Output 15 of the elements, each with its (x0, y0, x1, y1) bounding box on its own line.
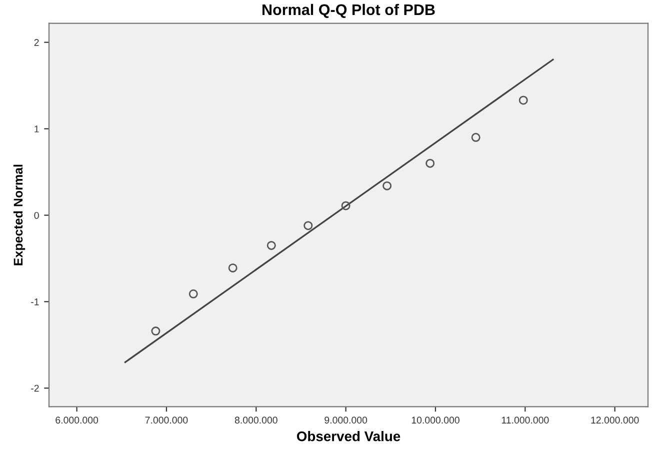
x-tick-label: 8.000.000 (234, 416, 278, 424)
y-tick-label: 0 (34, 212, 39, 219)
y-tick-label: -2 (31, 384, 39, 392)
x-tick-label: 6.000.000 (56, 416, 98, 424)
y-tick-label: -1 (31, 298, 39, 306)
x-tick-label: 11.000.000 (502, 416, 549, 424)
y-tick-label: 2 (34, 39, 39, 46)
y-axis-title: Expected Normal (13, 164, 26, 266)
x-axis-title: Observed Value (296, 431, 400, 442)
x-tick-label: 12.000.000 (591, 416, 639, 424)
x-tick-label: 7.000.000 (145, 416, 188, 424)
x-tick-label: 10.000.000 (412, 416, 460, 424)
x-tick-label: 9.000.000 (324, 416, 368, 424)
chart-title: Normal Q-Q Plot of PDB (262, 4, 435, 18)
y-tick-label: 1 (34, 126, 39, 132)
